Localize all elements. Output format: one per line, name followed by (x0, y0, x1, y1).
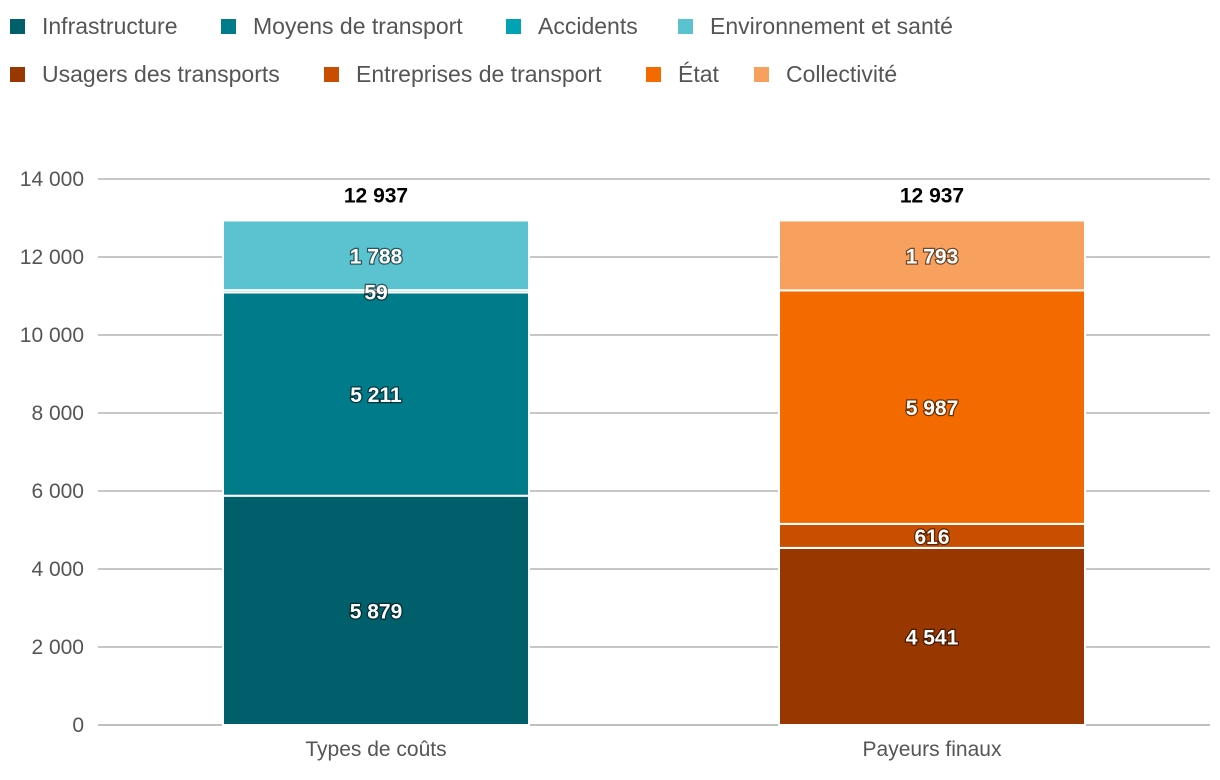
y-tick-label: 0 (72, 714, 84, 737)
legend-item-usagers-des-transports: Usagers des transports (10, 59, 280, 89)
legend-label: Infrastructure (42, 12, 178, 39)
chart-legend: Infrastructure Moyens de transport Accid… (0, 0, 1220, 110)
legend-swatch (10, 66, 25, 82)
x-category-label: Types de coûts (305, 738, 446, 761)
legend-swatch (646, 66, 661, 82)
legend-swatch (754, 66, 769, 82)
y-tick-label: 6 000 (31, 480, 84, 503)
legend-item-moyens-de-transport: Moyens de transport (221, 11, 463, 41)
y-tick-label: 8 000 (31, 402, 84, 425)
bar-total-label: 12 937 (900, 184, 964, 207)
legend-item-entreprises-de-transport: Entreprises de transport (324, 59, 601, 89)
legend-swatch (10, 18, 25, 34)
legend-label: Environnement et santé (710, 12, 953, 39)
segment-value-label: 1 788 (350, 245, 403, 268)
legend-item-etat: État (646, 59, 719, 89)
bar-segment (222, 219, 530, 292)
y-tick-label: 14 000 (20, 168, 84, 191)
legend-item-collectivite: Collectivité (754, 59, 897, 89)
segment-value-label: 5 987 (906, 397, 959, 420)
y-tick-label: 12 000 (20, 246, 84, 269)
legend-swatch (678, 18, 693, 34)
legend-item-infrastructure: Infrastructure (10, 11, 178, 41)
legend-label: État (678, 60, 719, 87)
legend-label: Entreprises de transport (356, 60, 602, 87)
segment-value-label: 5 211 (350, 384, 402, 407)
legend-item-accidents: Accidents (506, 11, 638, 41)
bar-segment (222, 494, 530, 726)
y-tick-label: 4 000 (31, 558, 84, 581)
y-tick-label: 10 000 (20, 324, 84, 347)
segment-value-label: 1 793 (906, 245, 959, 268)
legend-swatch (506, 18, 521, 34)
bar-segment (778, 289, 1086, 525)
legend-label: Moyens de transport (253, 12, 463, 39)
data-labels: 5 879 5 211 59 1 788 12 937 Types de coûts 4 5… (305, 184, 1002, 761)
bar-segment (778, 219, 1086, 292)
segment-value-label: 4 541 (906, 626, 959, 649)
bar-total-label: 12 937 (344, 184, 408, 207)
bars (222, 219, 1086, 726)
legend-label: Collectivité (786, 60, 898, 87)
legend-item-environnement-et-sante: Environnement et santé (678, 11, 953, 41)
bar-segment (778, 546, 1086, 726)
legend-label: Usagers des transports (42, 60, 280, 87)
bar-segment (222, 291, 530, 497)
segment-value-label: 5 879 (350, 600, 403, 623)
x-category-label: Payeurs finaux (863, 738, 1002, 761)
legend-swatch (324, 66, 339, 82)
y-tick-label: 2 000 (31, 636, 84, 659)
legend-label: Accidents (538, 12, 638, 39)
segment-value-label: 616 (914, 526, 949, 549)
segment-value-label: 59 (364, 281, 387, 304)
bar-segment (778, 522, 1086, 549)
legend-swatch (221, 18, 236, 34)
